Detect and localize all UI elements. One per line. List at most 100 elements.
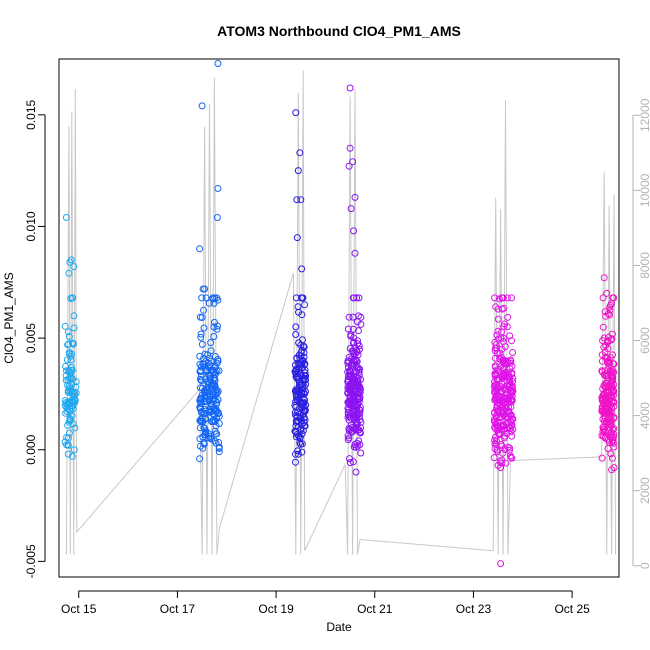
data-point [491, 378, 498, 386]
data-point [494, 315, 502, 323]
y-tick-label: 0.015 [24, 99, 38, 129]
data-point [196, 435, 204, 443]
data-point [196, 397, 204, 405]
data-point [494, 365, 502, 373]
data-point [204, 351, 212, 359]
data-point [70, 263, 78, 271]
data-point [197, 330, 205, 338]
data-point [196, 352, 204, 360]
data-point [506, 446, 513, 454]
data-point [62, 376, 70, 384]
data-point [294, 167, 302, 175]
data-point [68, 294, 76, 302]
data-point [212, 430, 220, 438]
data-point [347, 421, 355, 429]
data-point [196, 424, 204, 432]
data-point [62, 363, 70, 370]
data-point [215, 448, 223, 456]
data-point [498, 456, 506, 464]
data-point [65, 340, 73, 348]
data-point [349, 158, 357, 166]
data-point [357, 313, 365, 321]
data-point [297, 391, 305, 399]
data-point [292, 417, 300, 425]
data-point [350, 443, 358, 451]
data-point [607, 354, 614, 362]
data-point [201, 431, 209, 439]
data-point [507, 453, 515, 461]
data-point [508, 454, 516, 462]
data-point [62, 372, 70, 380]
x-tick-label: Oct 21 [357, 602, 393, 616]
data-point [301, 376, 309, 383]
x-tick-label: Oct 23 [456, 602, 492, 616]
chart-title: ATOM3 Northbound ClO4_PM1_AMS [217, 23, 461, 39]
data-point [292, 323, 300, 331]
data-point [504, 313, 512, 321]
data-point [602, 380, 610, 388]
data-point [61, 402, 69, 409]
y2-tick-label: 2000 [638, 477, 650, 504]
data-point [198, 102, 206, 110]
data-point [296, 149, 304, 157]
data-point [349, 325, 357, 333]
y-tick-label: 0.005 [24, 323, 38, 353]
data-point [604, 389, 612, 397]
data-point [214, 60, 222, 67]
data-point [202, 368, 210, 375]
data-point [503, 294, 511, 302]
data-point [212, 386, 220, 394]
data-point [64, 405, 71, 413]
data-point [208, 382, 216, 390]
data-point [295, 378, 303, 386]
data-point [61, 322, 69, 330]
data-point [292, 331, 300, 338]
data-point [212, 422, 220, 430]
y2-tick-label: 12000 [638, 98, 650, 132]
data-point [63, 400, 71, 408]
data-point [608, 373, 616, 381]
data-point [496, 349, 504, 357]
data-point [507, 356, 514, 364]
data-point [206, 395, 214, 403]
data-point [197, 398, 205, 406]
data-point [497, 464, 505, 472]
series-6 [598, 274, 618, 474]
data-point [63, 356, 71, 364]
data-point [493, 369, 501, 377]
data-point [350, 294, 358, 302]
data-point [208, 418, 215, 425]
data-point [351, 193, 359, 201]
data-point [70, 312, 78, 320]
data-point [350, 227, 358, 235]
data-point [509, 377, 517, 385]
y-axis-label: ClO4_PM1_AMS [2, 272, 16, 363]
data-point [600, 274, 608, 282]
series-2 [196, 60, 223, 463]
data-point [210, 374, 218, 382]
data-point [608, 330, 616, 338]
data-point [505, 397, 513, 405]
data-point [607, 450, 615, 458]
data-point [501, 320, 508, 328]
x-tick-label: Oct 25 [554, 602, 590, 616]
data-point [351, 414, 359, 422]
data-point [493, 422, 501, 430]
data-point [599, 294, 607, 302]
data-point [497, 334, 505, 342]
data-point [490, 382, 498, 390]
data-point [205, 430, 213, 438]
data-point [296, 439, 304, 446]
data-point [606, 306, 614, 314]
data-point [299, 342, 307, 350]
data-point [600, 343, 608, 351]
data-point [291, 401, 299, 409]
data-point [495, 430, 503, 438]
data-point [212, 389, 220, 397]
data-point [493, 446, 501, 454]
data-point [499, 385, 507, 393]
data-point [501, 369, 509, 377]
data-point [301, 301, 309, 309]
data-point [351, 356, 359, 364]
data-point [214, 322, 221, 330]
